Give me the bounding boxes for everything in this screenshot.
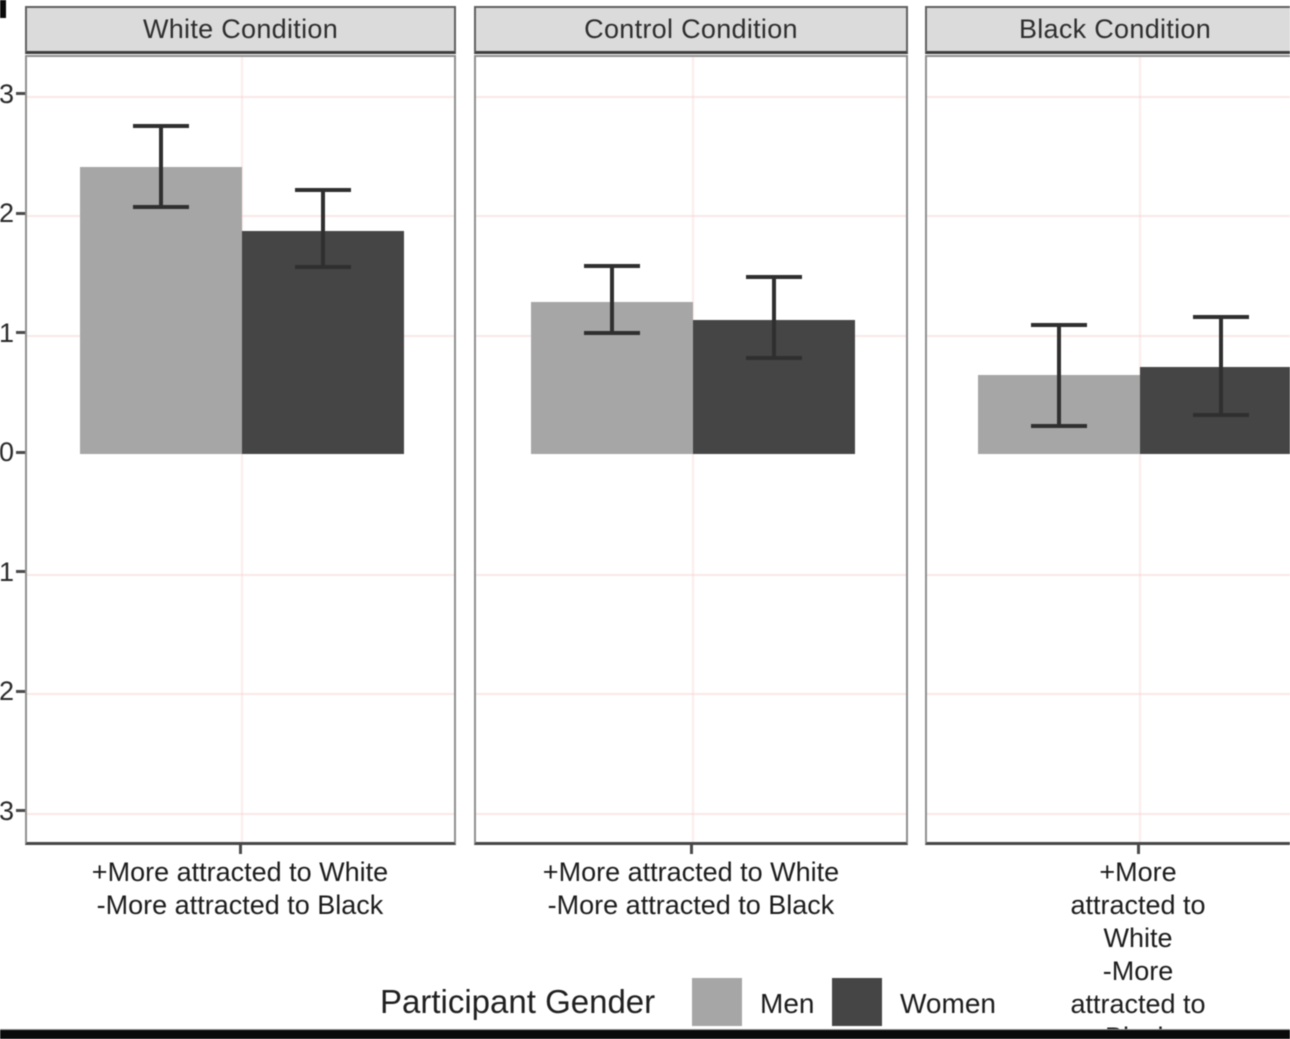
y-tick-mark [16, 331, 25, 334]
bar-women [1140, 366, 1290, 454]
gridline [927, 95, 1290, 98]
gridline [927, 215, 1290, 217]
x-axis-label-line1: +More attracted to White [91, 857, 389, 887]
legend-swatch-women [832, 978, 882, 1026]
plot-panel-control [474, 55, 908, 845]
y-tick-label: 1 [0, 317, 14, 348]
error-bar-cap [1031, 423, 1087, 428]
x-axis-label-line1: +More attracted to White [1070, 857, 1206, 953]
x-axis-label-line2: -More attracted to Black [547, 890, 835, 920]
y-tick-label: 2 [0, 198, 14, 228]
error-bar-cap [746, 274, 802, 279]
plot-panel-white [25, 55, 456, 845]
legend-label-men: Men [760, 988, 815, 1019]
gridline [927, 812, 1290, 815]
legend: Participant Gender Men Women [0, 975, 1290, 1031]
y-tick-label: -3 [0, 795, 14, 826]
gridline [476, 95, 906, 98]
facet-strip-white: White Condition [25, 6, 456, 54]
legend-swatch-men [692, 978, 742, 1026]
error-bar-cap [1193, 412, 1249, 417]
legend-title: Participant Gender [380, 983, 656, 1020]
gridline [927, 693, 1290, 695]
gridline [927, 573, 1290, 576]
screen-corner-artifact [0, 0, 6, 18]
error-bar-stem [159, 124, 163, 210]
y-tick-mark [16, 92, 25, 95]
gridline [476, 812, 906, 815]
gridline [27, 95, 454, 98]
y-tick-label: -1 [0, 556, 14, 587]
error-bar-cap [295, 187, 351, 192]
facet-title: Black Condition [1018, 14, 1212, 44]
gridline [27, 573, 454, 576]
error-bar-stem [610, 263, 614, 335]
screen-bottom-bar [0, 1029, 1290, 1039]
x-axis-label: +More attracted to White -More attracted… [1062, 856, 1214, 1039]
gridline [927, 334, 1290, 337]
gridline [27, 812, 454, 815]
gridline [476, 215, 906, 217]
error-bar-stem [1219, 315, 1223, 417]
x-axis-label: +More attracted to White -More attracted… [92, 856, 388, 922]
x-tick-mark [1136, 845, 1140, 854]
error-bar-stem [321, 187, 325, 269]
x-tick-mark [689, 845, 693, 854]
error-bar-cap [746, 355, 802, 360]
gridline [476, 693, 906, 695]
y-tick-mark [16, 450, 25, 454]
facet-strip-black: Black Condition [925, 6, 1290, 54]
y-tick-mark [16, 211, 25, 215]
error-bar-cap [1193, 315, 1249, 320]
y-tick-mark [16, 809, 25, 812]
error-bar-cap [133, 124, 189, 129]
legend-label-women: Women [900, 988, 996, 1019]
y-tick-label: -2 [0, 676, 14, 706]
error-bar-stem [772, 274, 776, 360]
x-axis-label: +More attracted to White -More attracted… [543, 856, 839, 922]
error-bar-cap [295, 264, 351, 269]
x-tick-mark [238, 845, 242, 854]
y-tick-mark [16, 689, 25, 693]
error-bar-cap [133, 205, 189, 210]
gridline [476, 573, 906, 576]
gridline [27, 693, 454, 695]
y-tick-label: 3 [0, 78, 14, 109]
facet-title: White Condition [142, 14, 339, 44]
error-bar-cap [584, 330, 640, 335]
plot-panel-black [925, 55, 1290, 845]
bar-men [80, 167, 242, 454]
error-bar-cap [1031, 322, 1087, 327]
y-tick-label: 0 [0, 437, 14, 467]
error-bar-stem [1057, 322, 1061, 428]
facet-title: Control Condition [584, 14, 798, 44]
error-bar-cap [584, 263, 640, 268]
x-axis-label-line1: +More attracted to White [542, 857, 840, 887]
facet-strip-control: Control Condition [474, 6, 908, 54]
y-tick-mark [16, 570, 25, 573]
x-axis-label-line2: -More attracted to Black [96, 890, 384, 920]
